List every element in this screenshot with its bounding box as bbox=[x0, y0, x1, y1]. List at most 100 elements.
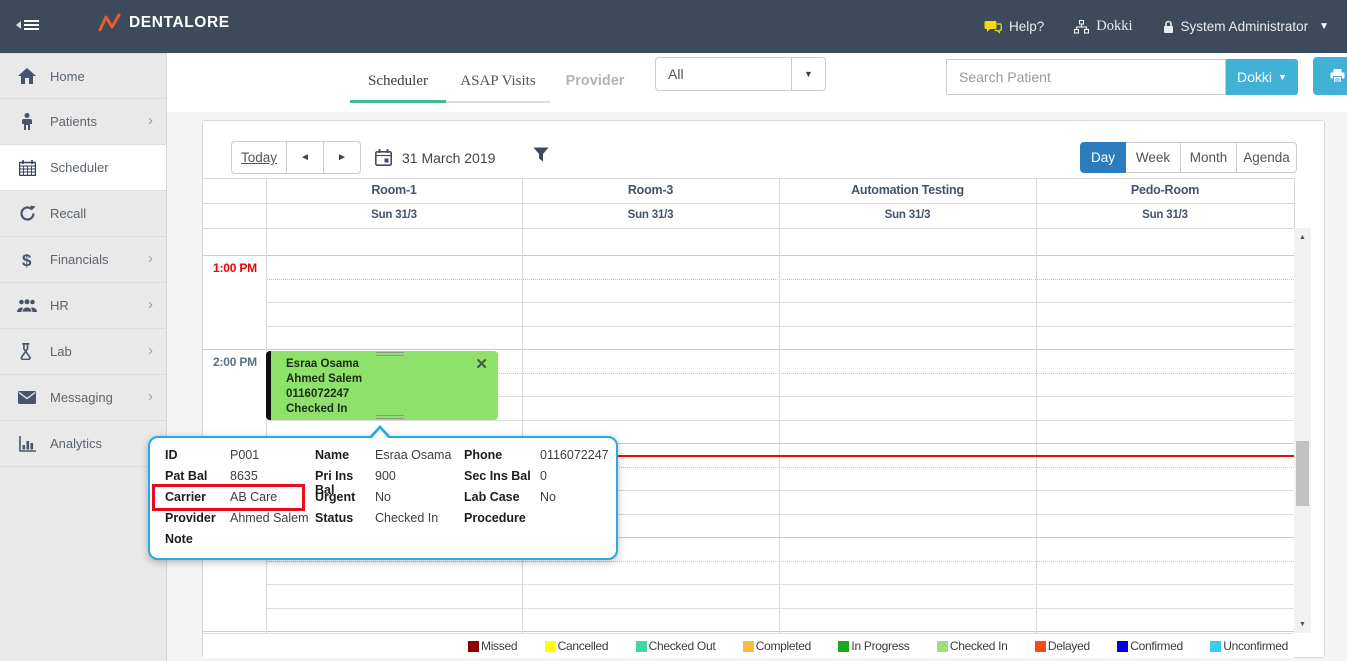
resize-handle-top[interactable] bbox=[376, 352, 404, 356]
printer-icon bbox=[1330, 69, 1345, 83]
sidebar-item-messaging[interactable]: Messaging › bbox=[0, 375, 166, 421]
sidebar-item-hr[interactable]: HR › bbox=[0, 283, 166, 329]
legend-item: Missed bbox=[468, 639, 518, 653]
time-slot[interactable] bbox=[266, 444, 1294, 468]
patient-icon bbox=[17, 113, 37, 130]
search-patient-input[interactable] bbox=[946, 59, 1226, 95]
time-slot[interactable] bbox=[266, 421, 1294, 444]
help-label: Help? bbox=[1009, 19, 1045, 34]
time-slot[interactable] bbox=[266, 374, 1294, 397]
appointment-phone: 0116072247 bbox=[286, 388, 350, 400]
field-value: 0116072247 bbox=[540, 448, 609, 462]
appointment-patient: Esraa Osama bbox=[286, 358, 359, 370]
sidebar-item-label: Patients bbox=[50, 114, 97, 129]
print-button[interactable]: Print bbox=[1313, 57, 1347, 95]
view-day-button[interactable]: Day bbox=[1080, 142, 1126, 173]
sidebar-item-lab[interactable]: Lab › bbox=[0, 329, 166, 375]
scroll-down-button[interactable]: ▼ bbox=[1299, 620, 1306, 628]
help-menu[interactable]: Help? bbox=[984, 19, 1044, 34]
sidebar-item-scheduler[interactable]: Scheduler bbox=[0, 145, 166, 191]
time-slot[interactable] bbox=[266, 327, 1294, 350]
legend-label: Confirmed bbox=[1130, 639, 1183, 653]
time-slot[interactable] bbox=[266, 538, 1294, 562]
sidebar-item-label: HR bbox=[50, 298, 69, 313]
grid-line bbox=[203, 178, 1294, 179]
time-gutter-cell bbox=[203, 538, 266, 632]
dokki-dropdown-button[interactable]: Dokki ▼ bbox=[1226, 59, 1298, 95]
time-slot[interactable] bbox=[266, 585, 1294, 609]
scroll-up-button[interactable]: ▲ bbox=[1299, 233, 1306, 241]
time-slot[interactable] bbox=[266, 350, 1294, 374]
time-slot[interactable] bbox=[266, 468, 1294, 491]
tab-asap-visits[interactable]: ASAP Visits bbox=[460, 72, 536, 89]
field-value: Checked In bbox=[375, 511, 439, 525]
legend-item: Checked Out bbox=[635, 639, 716, 653]
legend-swatch bbox=[635, 640, 647, 652]
sidebar-item-patients[interactable]: Patients › bbox=[0, 99, 166, 145]
sidebar-item-analytics[interactable]: Analytics bbox=[0, 421, 166, 467]
close-icon[interactable]: ✕ bbox=[475, 356, 488, 373]
legend-item: Cancelled bbox=[544, 639, 609, 653]
time-slot[interactable] bbox=[266, 280, 1294, 303]
column-header-automation-testing: Automation Testing bbox=[851, 183, 964, 197]
resize-handle-bottom[interactable] bbox=[376, 415, 404, 419]
legend-item: Confirmed bbox=[1117, 639, 1183, 653]
chevron-right-icon: › bbox=[148, 112, 153, 129]
user-menu[interactable]: System Administrator ▼ bbox=[1163, 19, 1329, 34]
field-label: Phone bbox=[464, 448, 503, 462]
provider-filter-select[interactable]: All ▼ bbox=[655, 57, 826, 91]
tab-strip: Scheduler ASAP Visits Provider All ▼ Dok… bbox=[167, 53, 1347, 112]
funnel-icon bbox=[533, 147, 549, 162]
tab-scheduler[interactable]: Scheduler bbox=[368, 72, 428, 89]
legend-item: In Progress bbox=[838, 639, 910, 653]
field-value: No bbox=[540, 490, 556, 504]
time-slot[interactable] bbox=[266, 228, 1294, 256]
provider-filter-value: All bbox=[668, 66, 684, 82]
legend-swatch bbox=[838, 640, 850, 652]
legend-swatch bbox=[742, 640, 754, 652]
sidebar-collapse-button[interactable] bbox=[16, 18, 39, 32]
appointment-block[interactable]: Esraa Osama Ahmed Salem 0116072247 Check… bbox=[266, 351, 498, 420]
field-label: Pat Bal bbox=[165, 469, 208, 483]
field-label: Name bbox=[315, 448, 350, 462]
legend-label: Checked In bbox=[949, 639, 1008, 653]
hour-slot-group bbox=[266, 538, 1294, 632]
legend-swatch bbox=[1034, 640, 1046, 652]
sidebar-item-home[interactable]: Home bbox=[0, 53, 166, 99]
legend-swatch bbox=[936, 640, 948, 652]
hour-slot-group bbox=[266, 444, 1294, 538]
time-slot[interactable] bbox=[266, 491, 1294, 515]
vertical-scrollbar[interactable]: ▲ ▼ bbox=[1294, 228, 1311, 633]
previous-day-button[interactable]: ◄ bbox=[286, 141, 324, 174]
calendar-icon bbox=[375, 149, 392, 166]
grid-line bbox=[522, 178, 523, 633]
field-value: P001 bbox=[230, 448, 260, 462]
time-slot[interactable] bbox=[266, 515, 1294, 538]
sidebar-item-financials[interactable]: $ Financials › bbox=[0, 237, 166, 283]
bar-chart-icon bbox=[17, 435, 37, 452]
time-slot[interactable] bbox=[266, 256, 1294, 280]
legend-item: Checked In bbox=[936, 639, 1008, 653]
date-picker[interactable]: 31 March 2019 bbox=[375, 149, 495, 166]
time-slot[interactable] bbox=[266, 609, 1294, 632]
view-month-button[interactable]: Month bbox=[1180, 142, 1237, 173]
dokki-label: Dokki bbox=[1096, 18, 1133, 34]
scrollbar-thumb[interactable] bbox=[1296, 441, 1309, 506]
time-slot[interactable] bbox=[266, 562, 1294, 585]
view-switcher-group: Day Week Month Agenda bbox=[1080, 142, 1297, 173]
group-icon bbox=[17, 298, 37, 313]
today-button[interactable]: Today bbox=[231, 141, 287, 174]
time-slot[interactable] bbox=[266, 397, 1294, 421]
dokki-menu[interactable]: Dokki bbox=[1074, 18, 1133, 35]
sidebar-item-recall[interactable]: Recall bbox=[0, 191, 166, 237]
tab-provider[interactable]: Provider bbox=[565, 73, 625, 89]
filter-button[interactable] bbox=[533, 147, 549, 162]
app-logo[interactable]: DENTALORE bbox=[98, 13, 230, 33]
legend-label: Checked Out bbox=[648, 639, 716, 653]
time-slot[interactable] bbox=[266, 303, 1294, 327]
view-agenda-button[interactable]: Agenda bbox=[1236, 142, 1297, 173]
sidebar-item-label: Recall bbox=[50, 206, 87, 221]
appointment-tooltip: ID P001 Pat Bal 8635 Carrier AB Care Provid… bbox=[148, 425, 618, 560]
next-day-button[interactable]: ► bbox=[323, 141, 361, 174]
view-week-button[interactable]: Week bbox=[1125, 142, 1181, 173]
